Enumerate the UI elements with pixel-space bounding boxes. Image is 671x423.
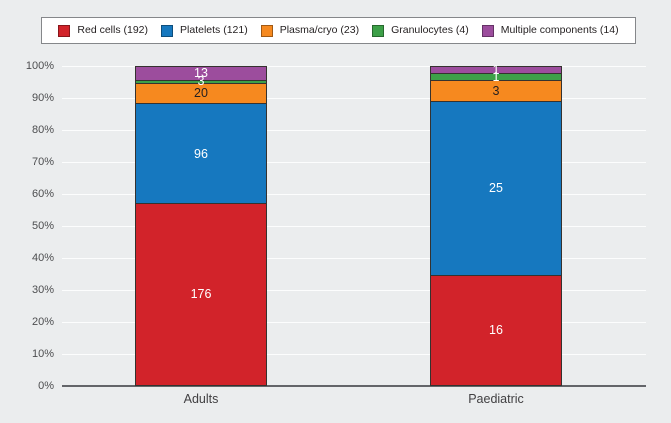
legend-item: Red cells (192) — [58, 24, 149, 37]
y-tick-label: 0% — [38, 380, 54, 392]
y-tick-label: 80% — [31, 124, 54, 136]
legend-item: Granulocytes (4) — [372, 24, 469, 37]
x-category-label: Adults — [183, 392, 219, 406]
legend-item-label: Platelets (121) — [180, 24, 248, 37]
gridline — [62, 226, 646, 227]
bar-segment: 16 — [430, 274, 562, 386]
segment-value-label: 13 — [194, 66, 208, 81]
legend-item-label: Multiple components (14) — [500, 24, 619, 37]
gridline — [62, 258, 646, 259]
legend-item: Platelets (121) — [161, 24, 248, 37]
legend-item-label: Red cells (192) — [77, 24, 149, 37]
segment-value-label: 20 — [194, 86, 208, 101]
y-tick-label: 100% — [25, 60, 54, 72]
bar-segment: 1 — [430, 64, 562, 76]
bar-segment: 20 — [135, 82, 267, 104]
x-axis-line — [62, 385, 646, 387]
legend-item-label: Granulocytes (4) — [391, 24, 469, 37]
gridline — [62, 354, 646, 355]
gridline — [62, 194, 646, 195]
y-tick-label: 70% — [31, 156, 54, 168]
legend-item: Plasma/cryo (23) — [260, 24, 360, 37]
y-tick-label: 60% — [31, 188, 54, 200]
segment-value-label: 16 — [489, 323, 503, 338]
y-tick-label: 40% — [31, 252, 54, 264]
bar-segment: 13 — [135, 66, 267, 80]
legend-item: Multiple components (14) — [481, 24, 619, 37]
gridline — [62, 290, 646, 291]
legend-swatch-icon — [260, 24, 273, 37]
y-tick-label: 10% — [31, 348, 54, 360]
y-tick-label: 20% — [31, 316, 54, 328]
legend-item-label: Plasma/cryo (23) — [279, 24, 360, 37]
segment-value-label: 3 — [197, 74, 205, 89]
chart-legend: Red cells (192) Platelets (121) Plasma/cry… — [41, 17, 636, 44]
bar-segment: 3 — [135, 75, 267, 87]
gridline — [62, 98, 646, 99]
segment-value-label: 96 — [194, 146, 208, 161]
plot-area: 176 96 20 3 13 16 25 3 1 1 — [62, 64, 646, 387]
stacked-bar-paediatric: 16 25 3 1 1 — [430, 64, 562, 386]
segment-value-label: 1 — [492, 69, 500, 84]
legend-swatch-icon — [58, 24, 71, 37]
gridline — [62, 130, 646, 131]
segment-value-label: 1 — [492, 62, 500, 77]
y-tick-label: 30% — [31, 284, 54, 296]
y-tick-label: 50% — [31, 220, 54, 232]
gridline — [62, 162, 646, 163]
segment-value-label: 3 — [492, 83, 500, 98]
gridline — [62, 322, 646, 323]
segment-value-label: 25 — [489, 181, 503, 195]
x-category-label: Paediatric — [468, 392, 524, 406]
bar-segment: 25 — [430, 100, 562, 275]
y-tick-label: 90% — [31, 92, 54, 104]
legend-swatch-icon — [481, 24, 494, 37]
segment-value-label: 176 — [190, 287, 212, 302]
bar-segment: 3 — [430, 79, 562, 101]
stacked-bar-adults: 176 96 20 3 13 — [135, 66, 267, 386]
legend-swatch-icon — [372, 24, 385, 37]
legend-swatch-icon — [161, 24, 174, 37]
bar-segment: 176 — [135, 203, 267, 386]
gridline — [62, 66, 646, 67]
bar-segment: 96 — [135, 103, 267, 204]
bar-segment: 1 — [430, 71, 562, 83]
